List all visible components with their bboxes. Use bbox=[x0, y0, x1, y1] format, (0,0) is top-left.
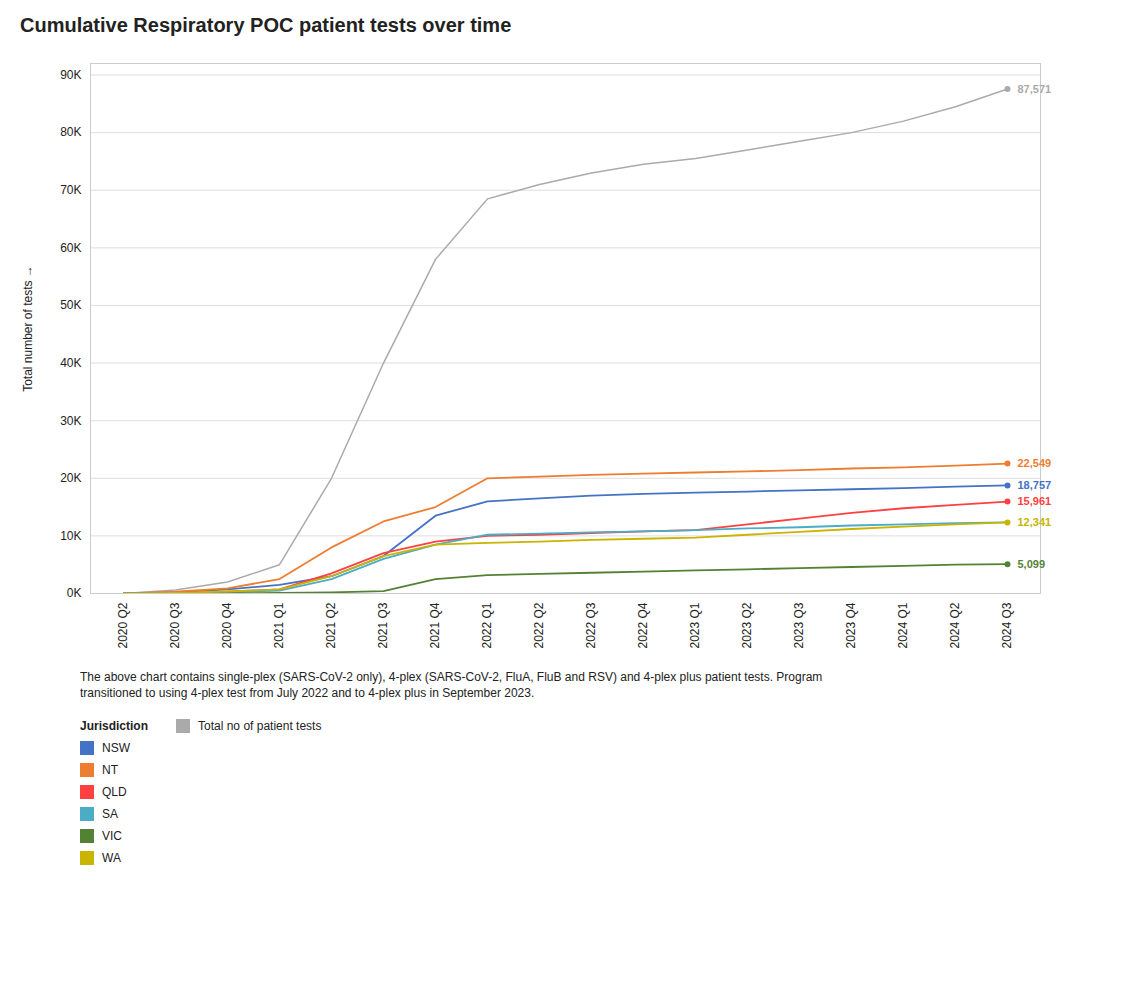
svg-text:2021 Q4: 2021 Q4 bbox=[428, 602, 442, 648]
svg-text:20K: 20K bbox=[60, 471, 81, 485]
svg-text:2022 Q4: 2022 Q4 bbox=[636, 602, 650, 648]
svg-text:2024 Q2: 2024 Q2 bbox=[948, 602, 962, 648]
svg-text:15,961: 15,961 bbox=[1018, 495, 1052, 507]
svg-text:50K: 50K bbox=[60, 298, 81, 312]
html-text:Total no of patient tests: Total no of patient tests bbox=[198, 719, 322, 734]
svg-text:2020 Q4: 2020 Q4 bbox=[220, 602, 234, 648]
svg-text:60K: 60K bbox=[60, 241, 81, 255]
html-text:SA: SA bbox=[102, 807, 118, 822]
svg-text:22,549: 22,549 bbox=[1018, 457, 1052, 469]
svg-text:2023 Q4: 2023 Q4 bbox=[844, 602, 858, 648]
svg-text:70K: 70K bbox=[60, 183, 81, 197]
svg-text:2021 Q2: 2021 Q2 bbox=[324, 602, 338, 648]
svg-text:2022 Q2: 2022 Q2 bbox=[532, 602, 546, 648]
svg-text:2023 Q2: 2023 Q2 bbox=[740, 602, 754, 648]
svg-text:90K: 90K bbox=[60, 68, 81, 82]
svg-text:0K: 0K bbox=[67, 586, 82, 600]
svg-text:18,757: 18,757 bbox=[1018, 479, 1052, 491]
svg-text:30K: 30K bbox=[60, 414, 81, 428]
svg-text:2022 Q1: 2022 Q1 bbox=[480, 602, 494, 648]
html-text:NT: NT bbox=[102, 763, 118, 778]
svg-text:12,341: 12,341 bbox=[1018, 516, 1052, 528]
svg-text:2021 Q1: 2021 Q1 bbox=[272, 602, 286, 648]
html-text:WA: WA bbox=[102, 851, 121, 866]
html-text:QLD: QLD bbox=[102, 785, 127, 800]
svg-text:Total number of tests →: Total number of tests → bbox=[21, 265, 35, 392]
svg-text:5,099: 5,099 bbox=[1018, 558, 1046, 570]
svg-text:2020 Q2: 2020 Q2 bbox=[116, 602, 130, 648]
svg-text:2020 Q3: 2020 Q3 bbox=[168, 602, 182, 648]
html-text:VIC: VIC bbox=[102, 829, 122, 844]
svg-text:2021 Q3: 2021 Q3 bbox=[376, 602, 390, 648]
svg-text:80K: 80K bbox=[60, 125, 81, 139]
svg-text:2024 Q1: 2024 Q1 bbox=[896, 602, 910, 648]
svg-text:40K: 40K bbox=[60, 356, 81, 370]
html-text:Cumulative Respiratory POC pat: Cumulative Respiratory POC patient tests… bbox=[20, 14, 512, 36]
svg-text:87,571: 87,571 bbox=[1018, 83, 1052, 95]
html-text:The above chart contains singl: The above chart contains single-plex (SA… bbox=[80, 670, 823, 701]
html-text:NSW: NSW bbox=[102, 741, 130, 756]
html-text:Jurisdiction: Jurisdiction bbox=[80, 719, 148, 734]
svg-text:10K: 10K bbox=[60, 529, 81, 543]
svg-text:2023 Q3: 2023 Q3 bbox=[792, 602, 806, 648]
svg-text:2023 Q1: 2023 Q1 bbox=[688, 602, 702, 648]
svg-text:2022 Q3: 2022 Q3 bbox=[584, 602, 598, 648]
svg-text:2024 Q3: 2024 Q3 bbox=[1000, 602, 1014, 648]
